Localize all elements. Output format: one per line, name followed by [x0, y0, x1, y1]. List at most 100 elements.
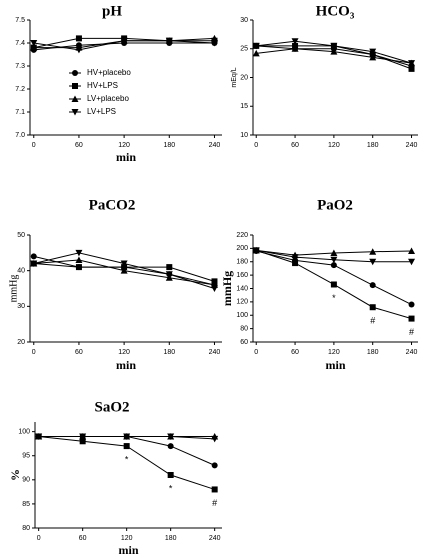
- y-tick-label: 7.1: [15, 109, 25, 116]
- x-tick-label: 240: [406, 142, 418, 149]
- chart-title: pH: [102, 3, 122, 19]
- data-point: [30, 260, 38, 268]
- data-point: [369, 248, 377, 255]
- data-point: [210, 34, 218, 42]
- data-point: [30, 253, 37, 260]
- data-point: [35, 433, 43, 440]
- y-tick-label: 7.2: [15, 86, 25, 93]
- x-axis-label: min: [118, 543, 138, 557]
- y-tick-label: 120: [236, 299, 248, 306]
- data-point: [408, 301, 415, 308]
- x-axis-label: min: [116, 358, 136, 372]
- data-point: [79, 433, 87, 440]
- y-tick-label: 20: [240, 74, 248, 81]
- annotation: *: [169, 483, 173, 493]
- data-point: [210, 285, 218, 292]
- legend-label: HV+LPS: [87, 81, 118, 90]
- data-point: [408, 60, 416, 67]
- data-point: [252, 42, 260, 50]
- data-point: [75, 249, 83, 257]
- y-tick-label: 80: [240, 325, 248, 332]
- y-tick-label: 40: [17, 268, 25, 275]
- x-tick-label: 0: [32, 349, 36, 356]
- x-tick-label: 240: [209, 535, 221, 542]
- data-point: [210, 40, 218, 47]
- data-point: [30, 44, 38, 51]
- chart-title: PaCO2: [89, 197, 136, 213]
- x-tick-label: 0: [32, 142, 36, 149]
- data-point: [167, 433, 175, 440]
- y-tick-label: 20: [17, 339, 25, 346]
- y-tick-label: 30: [240, 17, 248, 24]
- data-point: [369, 53, 377, 61]
- data-point: [211, 278, 218, 285]
- data-point: [330, 262, 337, 269]
- data-point: [75, 35, 82, 42]
- data-point: [121, 264, 128, 271]
- y-tick-label: 7.3: [15, 63, 25, 70]
- x-tick-label: 120: [118, 142, 130, 149]
- y-tick-label: 220: [236, 232, 248, 239]
- chart-title: PaO2: [317, 197, 353, 213]
- annotation: *: [332, 293, 336, 303]
- x-tick-label: 240: [209, 142, 221, 149]
- annotation: #: [409, 327, 414, 337]
- y-tick-label: 50: [17, 232, 25, 239]
- data-point: [252, 247, 260, 254]
- data-point: [330, 48, 338, 55]
- data-point: [291, 38, 299, 45]
- data-point: [165, 37, 173, 45]
- y-tick-label: 95: [22, 453, 30, 460]
- x-tick-label: 0: [254, 349, 258, 356]
- legend-marker: [72, 70, 78, 76]
- data-point: [369, 282, 376, 289]
- data-point: [369, 48, 377, 56]
- data-point: [408, 315, 415, 322]
- data-point: [167, 472, 174, 478]
- data-point: [167, 443, 174, 450]
- x-tick-label: 120: [121, 535, 133, 542]
- legend-marker: [72, 83, 78, 89]
- data-point: [30, 40, 38, 47]
- x-tick-label: 180: [165, 535, 177, 542]
- x-tick-label: 120: [118, 349, 130, 356]
- data-point: [211, 486, 218, 493]
- y-tick-label: 25: [240, 46, 248, 53]
- data-point: [120, 37, 128, 45]
- data-point: [120, 267, 128, 274]
- data-point: [291, 254, 299, 261]
- x-tick-label: 0: [37, 535, 41, 542]
- x-tick-label: 60: [291, 142, 299, 149]
- data-point: [408, 247, 416, 255]
- data-point: [166, 264, 173, 271]
- x-tick-label: 120: [328, 142, 340, 149]
- legend-label: LV+placebo: [87, 94, 129, 103]
- y-tick-label: 7.0: [15, 132, 25, 139]
- data-point: [211, 462, 218, 469]
- data-point: [252, 49, 260, 57]
- legend-marker: [71, 95, 79, 102]
- legend-marker: [71, 109, 79, 116]
- chart-title: SaO2: [94, 399, 129, 415]
- y-axis-label: mEq/L: [231, 67, 238, 87]
- legend-label: HV+placebo: [87, 68, 131, 77]
- data-point: [369, 258, 377, 266]
- y-tick-label: 7.5: [15, 17, 25, 24]
- x-tick-label: 180: [163, 349, 175, 356]
- y-tick-label: 80: [22, 525, 30, 532]
- x-tick-label: 180: [163, 142, 175, 149]
- y-tick-label: 85: [22, 501, 30, 508]
- x-tick-label: 60: [75, 142, 83, 149]
- x-tick-label: 240: [406, 349, 418, 356]
- x-tick-label: 0: [254, 142, 258, 149]
- x-tick-label: 60: [75, 349, 83, 356]
- data-point: [408, 65, 415, 72]
- data-point: [120, 260, 128, 268]
- data-point: [330, 256, 338, 264]
- data-point: [75, 256, 83, 263]
- x-tick-label: 120: [328, 349, 340, 356]
- x-tick-label: 180: [367, 142, 379, 149]
- y-tick-label: 100: [236, 312, 248, 319]
- data-point: [75, 264, 82, 271]
